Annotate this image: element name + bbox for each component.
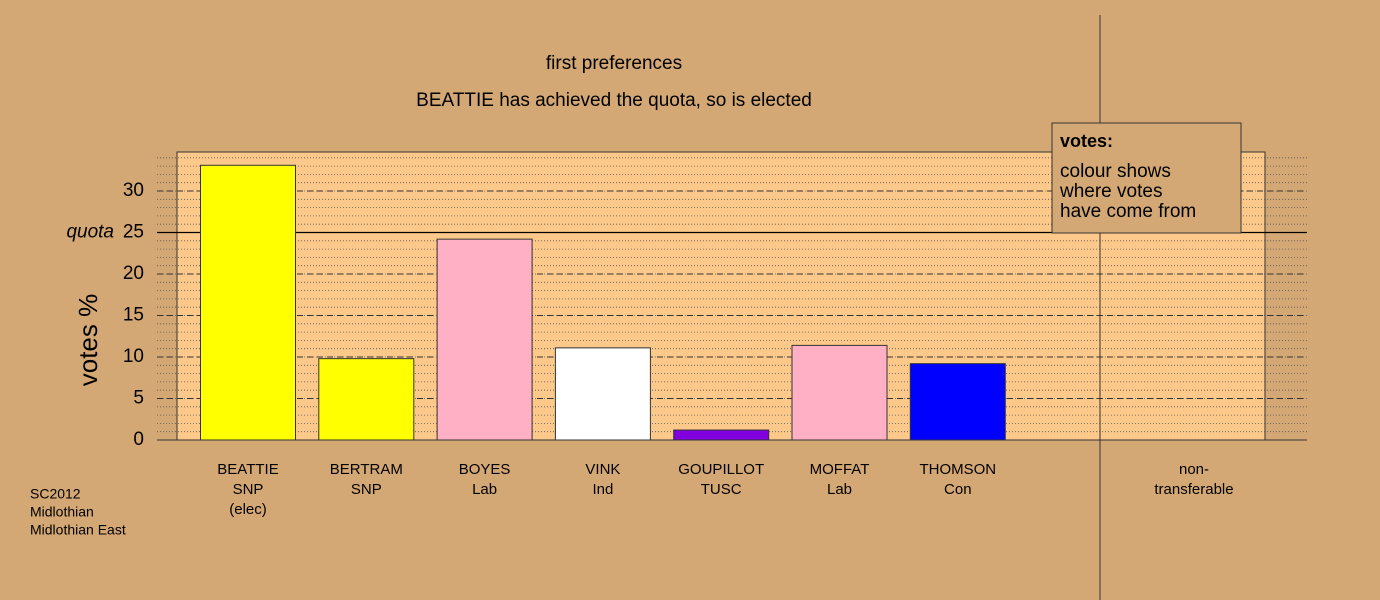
bar — [318, 358, 415, 441]
x-tick-label: BERTRAM — [330, 461, 403, 478]
legend-box — [1051, 122, 1242, 234]
x-tick-label: VINK — [585, 461, 620, 478]
y-axis-label: votes % — [73, 294, 103, 387]
x-tick-label: (elec) — [229, 501, 267, 518]
x-tick-label: non- — [1179, 461, 1209, 478]
y-tick-label: 0 — [133, 429, 144, 450]
x-tick-label: GOUPILLOT — [678, 461, 764, 478]
x-tick-label: MOFFAT — [810, 461, 870, 478]
x-tick-label: SNP — [351, 481, 382, 498]
footer-line: SC2012 — [30, 486, 81, 502]
bar — [673, 429, 770, 441]
footer-line: Midlothian — [30, 504, 94, 520]
bar — [554, 347, 651, 441]
y-tick-label: 20 — [123, 263, 144, 284]
x-tick-label: Lab — [827, 481, 852, 498]
legend-text: colour shows — [1060, 161, 1171, 182]
bar — [436, 238, 533, 441]
bar — [200, 164, 296, 441]
chart-subtitle: BEATTIE has achieved the quota, so is el… — [416, 90, 812, 111]
x-tick-label: BOYES — [459, 461, 511, 478]
legend-text: have come from — [1060, 201, 1196, 222]
chart-title: first preferences — [546, 53, 682, 74]
x-tick-label: transferable — [1154, 481, 1233, 498]
y-tick-label: 15 — [123, 305, 144, 326]
y-tick-label: 30 — [123, 180, 144, 201]
footer-line: Midlothian East — [30, 522, 126, 538]
x-tick-label: Con — [944, 481, 972, 498]
y-tick-label: 25 — [123, 222, 144, 243]
x-tick-label: SNP — [233, 481, 264, 498]
x-tick-label: THOMSON — [919, 461, 996, 478]
x-tick-label: BEATTIE — [217, 461, 278, 478]
quota-label: quota — [66, 222, 114, 243]
bar — [791, 344, 888, 441]
x-tick-label: Ind — [592, 481, 613, 498]
x-tick-label: TUSC — [701, 481, 742, 498]
legend-text: where votes — [1059, 181, 1162, 202]
y-tick-label: 5 — [133, 388, 144, 409]
bar — [909, 363, 1006, 441]
y-tick-label: 10 — [123, 346, 144, 367]
legend-title: votes: — [1060, 131, 1113, 151]
x-tick-label: Lab — [472, 481, 497, 498]
